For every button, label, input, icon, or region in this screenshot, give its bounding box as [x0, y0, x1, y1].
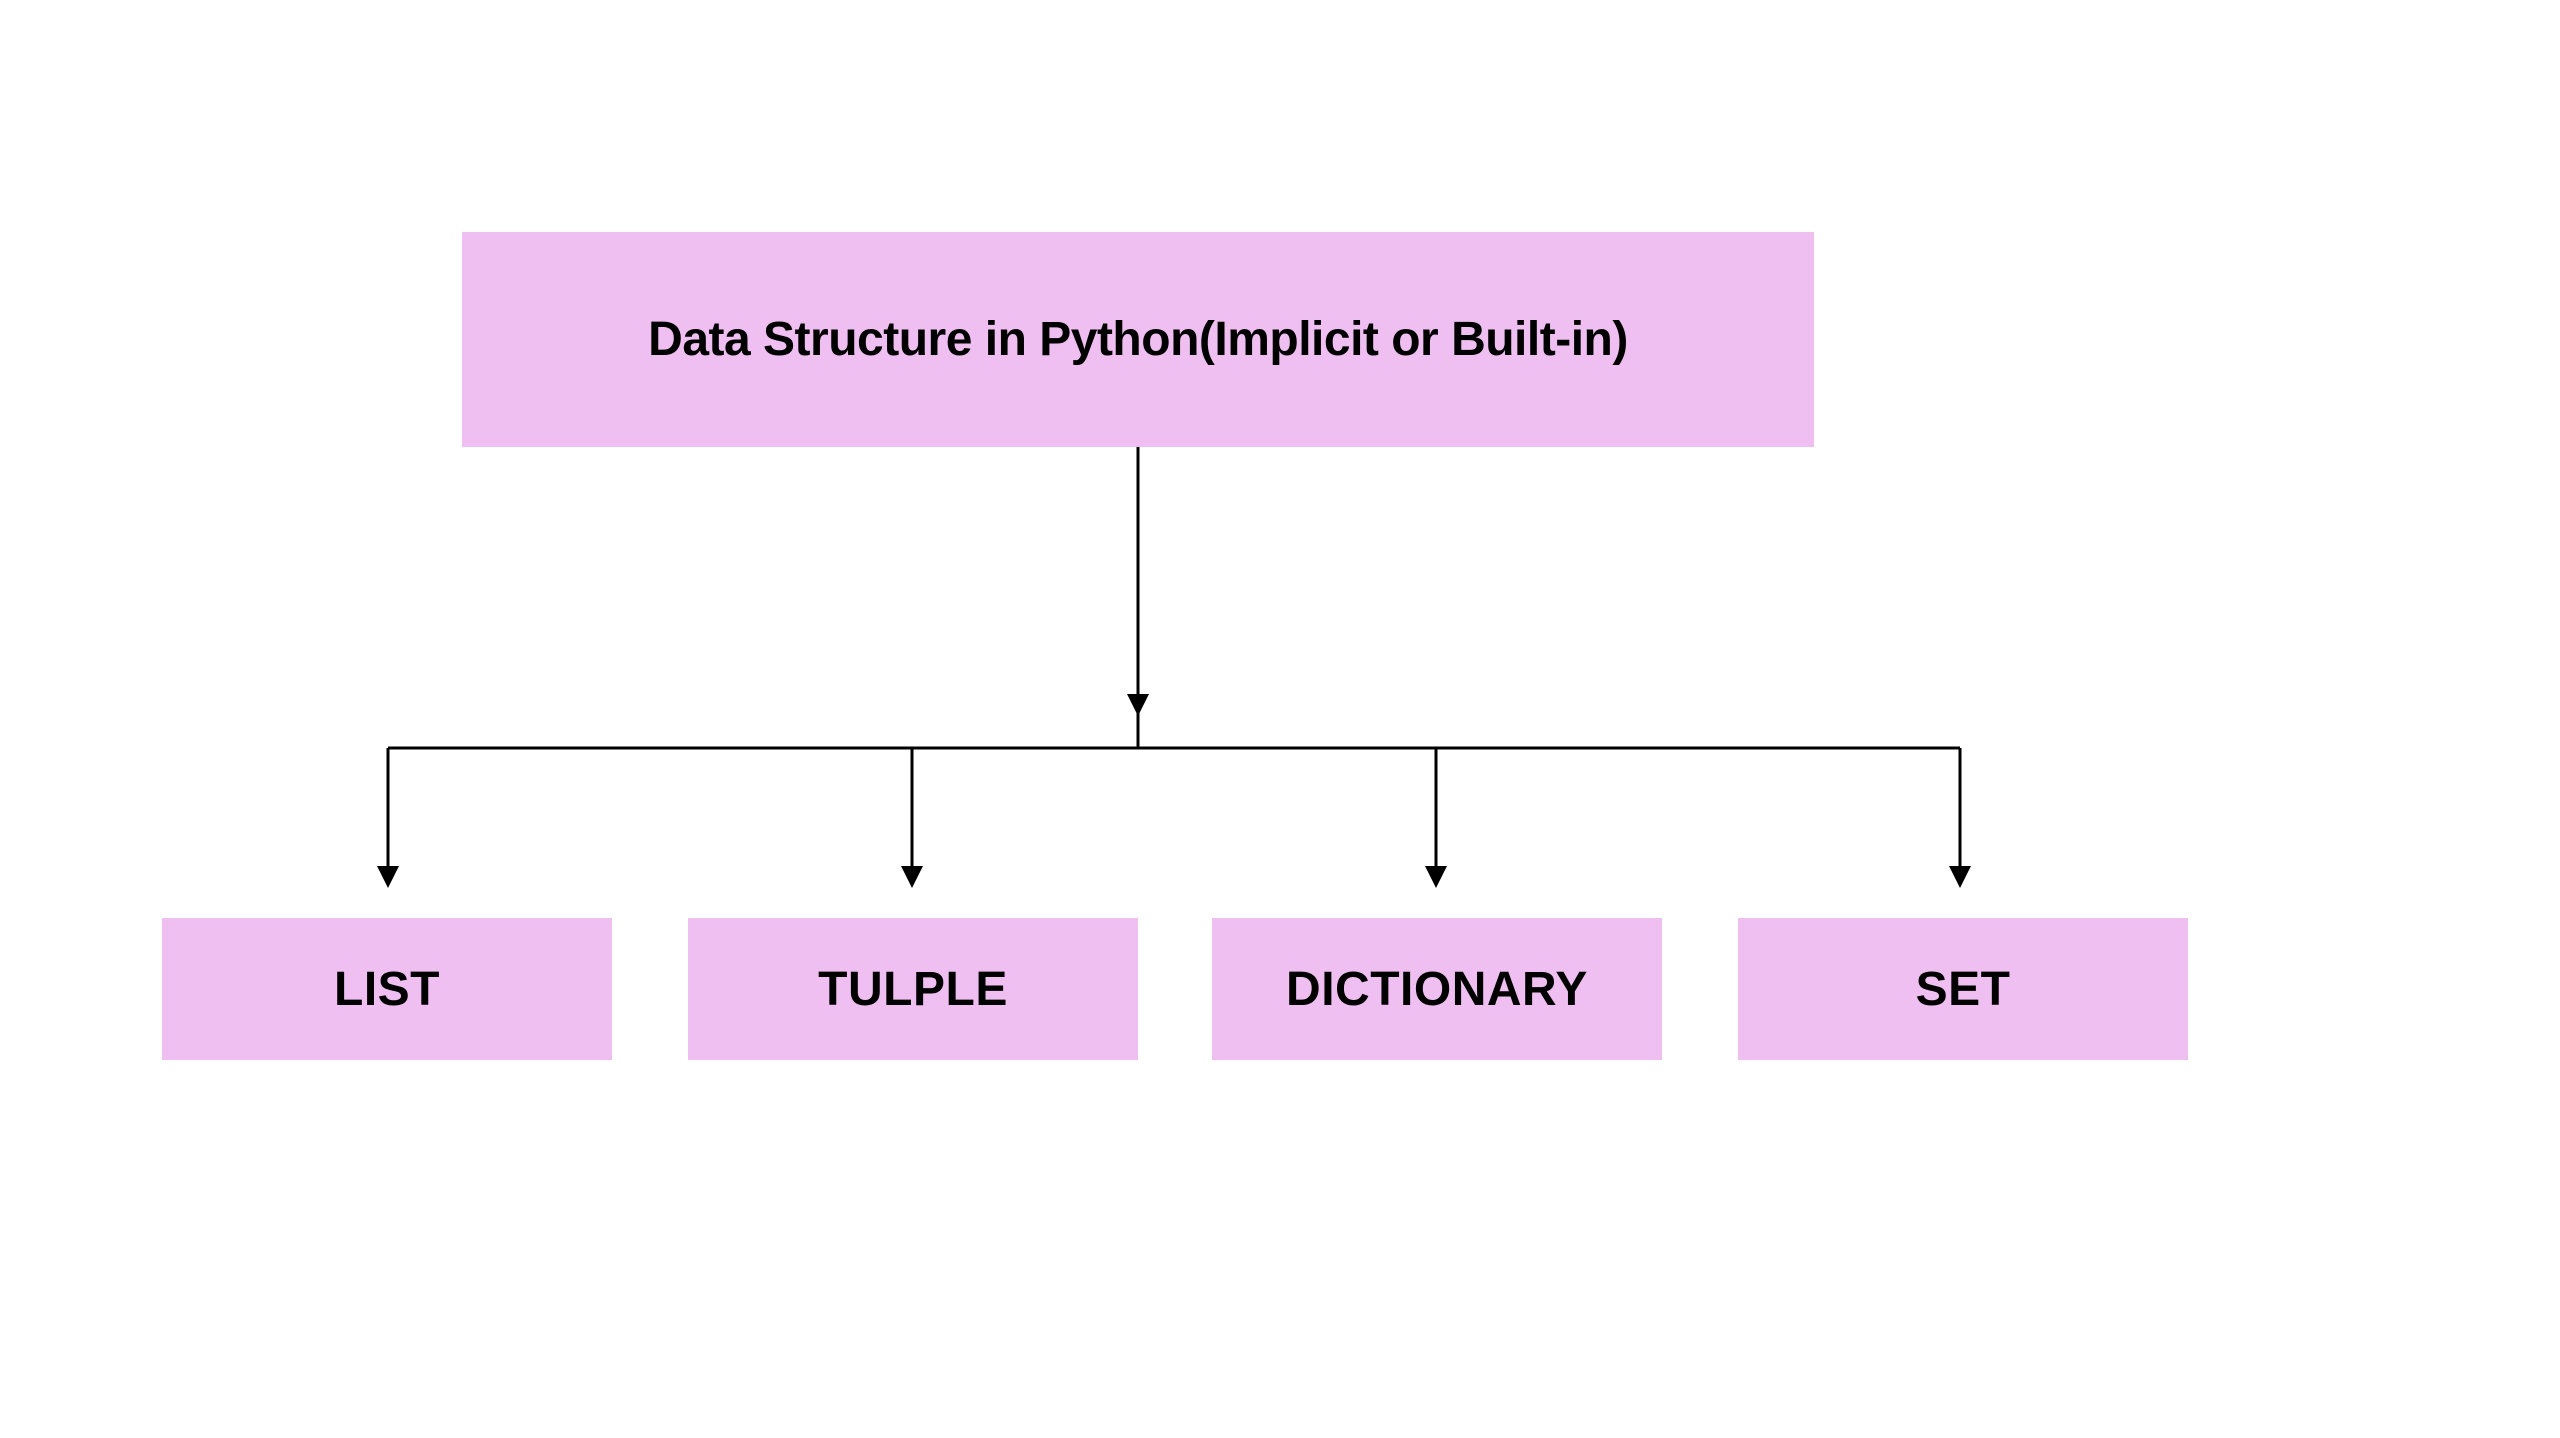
child-node-0: LIST — [162, 918, 612, 1060]
child-label-0: LIST — [334, 962, 440, 1017]
tree-diagram: Data Structure in Python(Implicit or Bui… — [0, 0, 2560, 1438]
child-node-1: TULPLE — [688, 918, 1138, 1060]
child-label-2: DICTIONARY — [1286, 962, 1588, 1017]
child-label-3: SET — [1916, 962, 2011, 1017]
root-node: Data Structure in Python(Implicit or Bui… — [462, 232, 1814, 447]
connector-lines — [0, 0, 2560, 1438]
child-node-2: DICTIONARY — [1212, 918, 1662, 1060]
child-node-3: SET — [1738, 918, 2188, 1060]
child-label-1: TULPLE — [818, 962, 1008, 1017]
root-label: Data Structure in Python(Implicit or Bui… — [648, 312, 1628, 367]
